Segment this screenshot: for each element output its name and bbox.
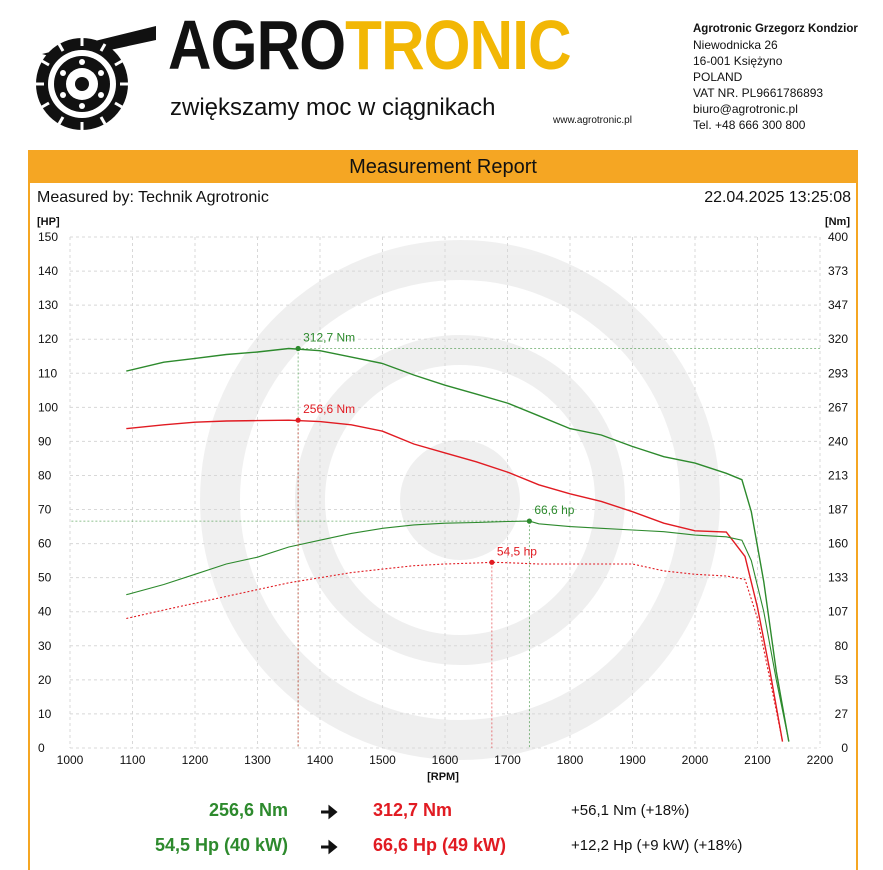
company-country: POLAND (693, 70, 743, 84)
company-city: 16-001 Księżyno (693, 54, 783, 68)
annotation-label-1: 256,6 Nm (303, 402, 355, 416)
arrow-right-icon: 🠊 (320, 802, 339, 824)
chart-grid (69, 236, 821, 749)
y-left-tick-label: 50 (38, 571, 52, 585)
y-left-tick-label: 70 (38, 503, 52, 517)
company-name: Agrotronic Grzegorz Kondzior (693, 23, 858, 35)
y-left-tick-label: 140 (38, 264, 58, 278)
power-delta: +12,2 Hp (+9 kW) (+18%) (571, 837, 743, 854)
y-left-axis-label: [HP] (37, 216, 60, 228)
company-vat: VAT NR. PL9661786893 (693, 86, 824, 100)
y-right-tick-label: 400 (828, 230, 848, 244)
chart-annotations: 312,7 Nm 256,6 Nm 66,6 hp 54,5 hp (70, 331, 820, 748)
company-street: Niewodnicka 26 (693, 38, 778, 52)
series-line-0 (126, 347, 790, 742)
y-right-tick-label: 27 (835, 707, 849, 721)
y-left-tick-label: 130 (38, 298, 58, 312)
y-right-tick-label: 107 (828, 605, 848, 619)
x-tick-label: 2000 (682, 753, 709, 767)
torque-delta: +56,1 Nm (+18%) (571, 802, 690, 819)
x-tick-label: 1500 (369, 753, 396, 767)
x-tick-label: 1600 (432, 753, 459, 767)
measured-by: Measured by: Technik Agrotronic (37, 189, 269, 206)
chart-series (126, 347, 790, 742)
y-left-tick-label: 20 (38, 673, 52, 687)
y-right-tick-label: 373 (828, 264, 848, 278)
website-link[interactable]: www.agrotronic.pl (553, 115, 632, 126)
annotation-marker-0 (295, 345, 301, 352)
annotation-label-2: 66,6 hp (534, 503, 574, 517)
brand-part-agro: AGRO (168, 6, 346, 84)
x-tick-label: 1300 (244, 753, 271, 767)
x-tick-label: 1000 (57, 753, 84, 767)
y-left-tick-label: 80 (38, 468, 52, 482)
y-left-tick-label: 100 (38, 400, 58, 414)
tagline: zwiększamy moc w ciągnikach (170, 94, 496, 121)
power-tuned-value: 66,6 Hp (49 kW) (373, 835, 507, 855)
y-right-tick-label: 80 (835, 639, 849, 653)
y-right-tick-label: 133 (828, 571, 848, 585)
x-tick-label: 1100 (120, 753, 146, 767)
x-tick-label: 1700 (494, 753, 521, 767)
y-left-tick-label: 30 (38, 639, 52, 653)
chart-axes: 1000 1100 1200 1300 1400 1500 1600 1700 1800 1900… (37, 216, 850, 783)
y-left-tick-label: 150 (38, 230, 58, 244)
y-right-tick-label: 213 (828, 468, 848, 482)
measurement-datetime: 22.04.2025 13:25:08 (704, 189, 851, 206)
x-tick-label: 2100 (744, 753, 771, 767)
y-right-tick-label: 160 (828, 537, 848, 551)
y-right-tick-label: 240 (828, 434, 848, 448)
annotation-marker-3 (489, 559, 495, 565)
y-left-tick-label: 10 (38, 707, 52, 721)
y-left-tick-label: 120 (38, 332, 58, 346)
power-stock-value: 54,5 Hp (40 kW) (154, 835, 288, 855)
annotation-marker-2 (526, 518, 532, 524)
y-left-tick-label: 90 (38, 434, 52, 448)
torque-stock-value: 256,6 Nm (208, 800, 288, 820)
y-right-tick-label: 293 (828, 366, 848, 380)
y-right-tick-label: 347 (828, 298, 848, 312)
annotation-label-0: 312,7 Nm (303, 331, 355, 345)
annotation-label-3: 54,5 hp (497, 544, 537, 558)
company-phone: Tel. +48 666 300 800 (693, 118, 806, 132)
y-right-tick-label: 187 (828, 503, 848, 517)
y-left-tick-label: 60 (38, 537, 52, 551)
x-axis-label: [RPM] (427, 771, 459, 783)
annotation-marker-1 (295, 417, 301, 423)
y-left-tick-label: 0 (38, 741, 45, 755)
y-left-tick-label: 40 (38, 605, 52, 619)
arrow-right-icon: 🠊 (320, 837, 339, 859)
brand-part-tronic: TRONIC (345, 6, 571, 84)
watermark-wheel (200, 240, 720, 760)
torque-tuned-value: 312,7 Nm (373, 800, 453, 820)
company-email[interactable]: biuro@agrotronic.pl (693, 102, 798, 116)
series-line-2 (126, 520, 790, 742)
agrotronic-logo (36, 26, 156, 130)
y-right-tick-label: 0 (841, 741, 848, 755)
x-tick-label: 1200 (182, 753, 209, 767)
y-left-tick-label: 110 (38, 366, 57, 380)
x-tick-label: 1400 (307, 753, 334, 767)
y-right-tick-label: 320 (828, 332, 848, 346)
x-tick-label: 2200 (807, 753, 834, 767)
brand-wordmark: AGROTRONIC (168, 10, 572, 80)
x-tick-label: 1800 (557, 753, 584, 767)
company-info: Agrotronic Grzegorz Kondzior Niewodnicka… (693, 21, 858, 133)
y-right-tick-label: 267 (828, 400, 848, 414)
series-line-1 (126, 419, 784, 742)
y-right-axis-label: [Nm] (825, 216, 850, 228)
x-tick-label: 1900 (619, 753, 646, 767)
y-right-tick-label: 53 (835, 673, 849, 687)
report-title: Measurement Report (28, 150, 858, 183)
